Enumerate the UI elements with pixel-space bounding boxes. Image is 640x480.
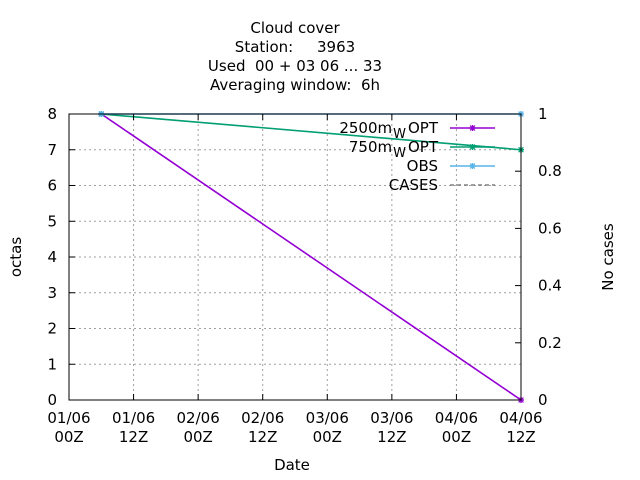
legend-suffix: OPT: [408, 138, 439, 156]
y-axis-ticks: 0 1 2 3 4 5 6 7 8: [47, 105, 75, 409]
grid: [69, 114, 521, 400]
y-tick-label: 8: [47, 105, 57, 123]
x-tick-label-hour: 00Z: [442, 428, 471, 446]
x-tick-label-date: 01/06: [112, 409, 155, 427]
x-tick-label-hour: 12Z: [377, 428, 406, 446]
legend-point-mark: [469, 144, 476, 150]
legend-subscript: W: [393, 146, 406, 161]
x-tick-label-date: 03/06: [306, 409, 349, 427]
y-tick-label: 1: [47, 355, 57, 373]
x-axis-label: Date: [274, 456, 310, 474]
legend-point-mark: [469, 125, 476, 131]
series-line-2500m: [100, 113, 522, 401]
x-tick-label-date: 04/06: [499, 409, 542, 427]
legend-entry-750m: 750mW OPT: [349, 138, 495, 161]
legend-label: 750mW OPT: [349, 138, 439, 161]
y-tick-label: 2: [47, 320, 57, 338]
y-axis-label: octas: [7, 237, 25, 277]
x-tick-label-date: 02/06: [177, 409, 220, 427]
title-line: Averaging window: 6h: [210, 76, 380, 94]
y-tick-label: 0: [47, 391, 57, 409]
legend-entry-obs: OBS: [407, 157, 495, 175]
title-line: Station: 3963: [235, 38, 355, 56]
legend-name: CASES: [389, 176, 438, 194]
x-tick-label-date: 04/06: [435, 409, 478, 427]
y2-axis-ticks: 0 0.2 0.4 0.6 0.8 1: [515, 105, 562, 409]
legend-label: CASES: [389, 176, 438, 194]
y-tick-label: 7: [47, 141, 57, 159]
legend-subscript: W: [393, 127, 406, 142]
y-tick-label: 4: [47, 248, 57, 266]
y-tick-label: 5: [47, 212, 57, 230]
y2-tick-label: 0: [538, 391, 548, 409]
legend-label: OBS: [407, 157, 438, 175]
x-axis-ticks: 01/0600Z01/0612Z02/0600Z02/0612Z03/0600Z…: [47, 114, 543, 446]
legend-name: OBS: [407, 157, 438, 175]
y2-tick-label: 0.8: [538, 162, 562, 180]
legend-entry-2500m: 2500mW OPT: [339, 119, 495, 142]
title-line: Used 00 + 03 06 ... 33: [208, 57, 382, 75]
y2-tick-label: 0.6: [538, 219, 562, 237]
x-tick-label-hour: 12Z: [119, 428, 148, 446]
x-tick-label-hour: 00Z: [183, 428, 212, 446]
x-tick-label-date: 01/06: [47, 409, 90, 427]
y2-tick-label: 1: [538, 105, 548, 123]
x-tick-label-date: 03/06: [370, 409, 413, 427]
legend-entry-cases: CASES: [389, 176, 495, 194]
x-tick-label-hour: 00Z: [313, 428, 342, 446]
legend-suffix: OPT: [408, 119, 439, 137]
legend-point-mark: [469, 163, 476, 169]
x-tick-label-date: 02/06: [241, 409, 284, 427]
series-line-750m: [101, 113, 522, 151]
y2-tick-label: 0.4: [538, 277, 562, 295]
x-tick-label-hour: 00Z: [54, 428, 83, 446]
title-line: Cloud cover: [250, 19, 340, 37]
y-tick-label: 3: [47, 284, 57, 302]
legend-name: 750m: [349, 138, 392, 156]
y-tick-label: 6: [47, 177, 57, 195]
y2-tick-label: 0.2: [538, 334, 562, 352]
x-tick-label-hour: 12Z: [248, 428, 277, 446]
legend-name: 2500m: [339, 119, 392, 137]
legend-label: 2500mW OPT: [339, 119, 439, 142]
y2-axis-label: No cases: [599, 223, 617, 291]
x-tick-label-hour: 12Z: [506, 428, 535, 446]
